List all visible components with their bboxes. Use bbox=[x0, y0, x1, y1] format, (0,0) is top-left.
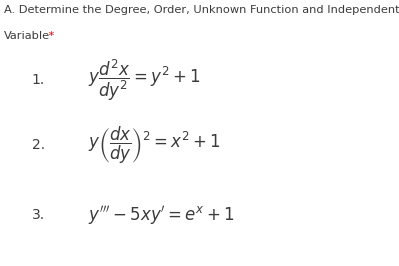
Text: 1.: 1. bbox=[32, 73, 45, 87]
Text: Variable: Variable bbox=[4, 31, 50, 41]
Text: $y\left(\dfrac{dx}{dy}\right)^{2} = x^2 + 1$: $y\left(\dfrac{dx}{dy}\right)^{2} = x^2 … bbox=[88, 124, 221, 165]
Text: 3.: 3. bbox=[32, 209, 45, 222]
Text: *: * bbox=[45, 31, 54, 41]
Text: $y''' - 5xy' = e^x + 1$: $y''' - 5xy' = e^x + 1$ bbox=[88, 204, 235, 227]
Text: 2.: 2. bbox=[32, 138, 45, 152]
Text: $y\dfrac{d^2x}{dy^2} = y^2 + 1$: $y\dfrac{d^2x}{dy^2} = y^2 + 1$ bbox=[88, 57, 200, 102]
Text: A. Determine the Degree, Order, Unknown Function and Independent: A. Determine the Degree, Order, Unknown … bbox=[4, 5, 399, 15]
